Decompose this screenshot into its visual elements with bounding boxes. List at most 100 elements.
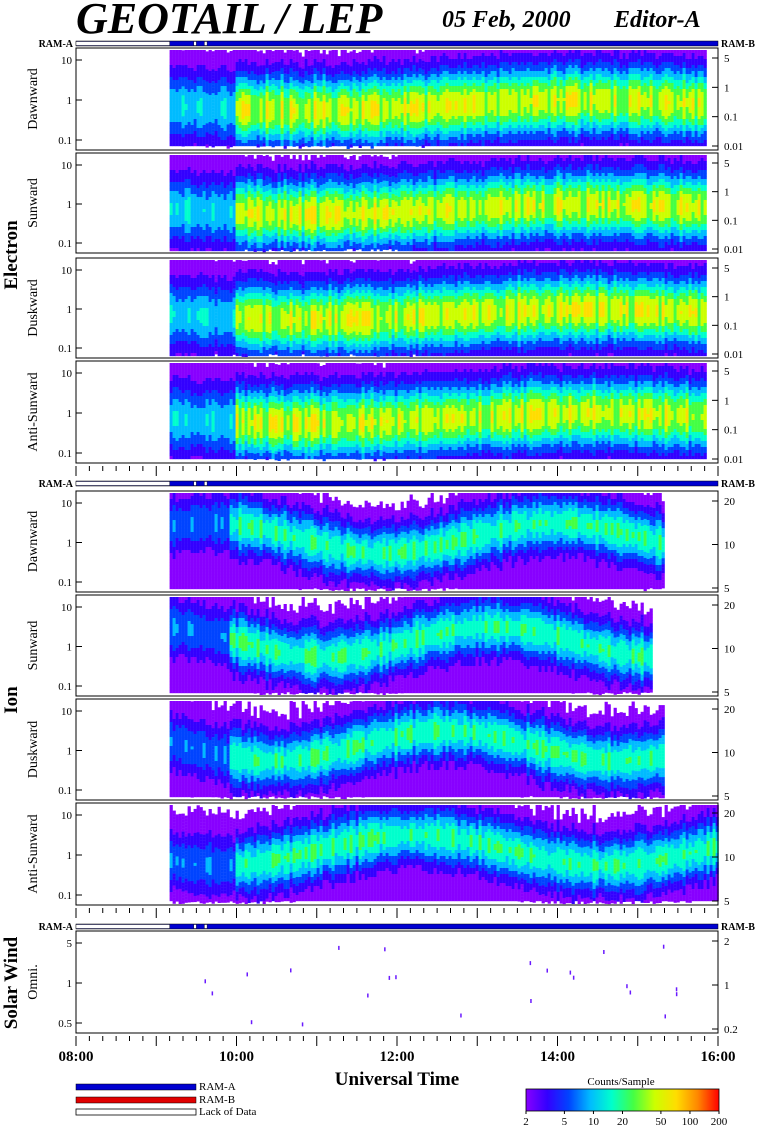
spectrogram-cell (425, 128, 428, 131)
spectrogram-cell (428, 53, 431, 56)
spectrogram-cell (503, 68, 506, 71)
spectrogram-cell (335, 107, 338, 110)
spectrogram-cell (329, 72, 332, 75)
spectrogram-cell (374, 77, 377, 80)
spectrogram-cell (401, 128, 404, 131)
spectrogram-cell (401, 125, 404, 128)
spectrogram-cell (449, 68, 452, 71)
spectrogram-cell (530, 95, 533, 98)
spectrogram-cell (380, 140, 383, 143)
spectrogram-cell (545, 119, 548, 122)
spectrogram-cell (212, 78, 215, 81)
spectrogram-cell (494, 131, 497, 134)
spectrogram-cell (284, 86, 287, 89)
spectrogram-cell (428, 137, 431, 140)
spectrogram-cell (356, 107, 359, 110)
spectrogram-cell (314, 131, 317, 134)
spectrogram-cell (545, 53, 548, 56)
spectrogram-cell (227, 95, 230, 98)
spectrogram-cell (563, 128, 566, 131)
spectrogram-cell (503, 74, 506, 77)
spectrogram-cell (365, 65, 368, 68)
spectrogram-cell (395, 119, 398, 122)
spectrogram-cell (278, 74, 281, 77)
spectrogram-cell (578, 71, 581, 74)
spectrogram-cell (236, 101, 239, 104)
spectrogram-cell (470, 89, 473, 92)
spectrogram-cell (323, 137, 326, 140)
spectrogram-cell (257, 123, 260, 126)
ram-bar-lack-segment (76, 925, 170, 929)
spectrogram-cell (275, 65, 278, 68)
spectrogram-cell (269, 125, 272, 128)
spectrogram-cell (368, 119, 371, 122)
spectrogram-cell (368, 107, 371, 110)
spectrogram-cell (278, 122, 281, 125)
spectrogram-cell (434, 53, 437, 56)
spectrogram-cell (218, 74, 221, 77)
spectrogram-cell (521, 116, 524, 119)
spectrogram-cell (323, 62, 326, 65)
spectrogram-cell (527, 86, 530, 89)
spectrogram-cell (335, 101, 338, 104)
spectrogram-cell (182, 62, 185, 65)
spectrogram-cell (344, 95, 347, 98)
spectrogram-cell (434, 68, 437, 71)
spectrogram-cell (482, 125, 485, 128)
spectrogram-cell (191, 77, 194, 80)
spectrogram-cell (224, 50, 227, 53)
spectrogram-cell (224, 134, 227, 137)
spectrogram-cell (317, 92, 320, 95)
spectrogram-cell (464, 140, 467, 143)
spectrogram-cell (377, 65, 380, 68)
spectrogram-cell (410, 113, 413, 116)
spectrogram-cell (401, 65, 404, 68)
spectrogram-cell (254, 143, 257, 146)
spectrogram-cell (245, 107, 248, 110)
spectrogram-cell (506, 86, 509, 89)
spectrogram-cell (533, 137, 536, 140)
spectrogram-cell (521, 104, 524, 107)
spectrogram-cell (263, 62, 266, 65)
spectrogram-cell (188, 56, 191, 59)
spectrogram-cell (317, 113, 320, 116)
spectrogram-cell (182, 80, 185, 83)
spectrogram-cell (584, 50, 587, 53)
spectrogram-cell (386, 89, 389, 92)
spectrogram-cell (437, 125, 440, 128)
spectrogram-cell (284, 140, 287, 143)
spectrogram-cell (233, 53, 236, 56)
spectrogram-cell (188, 131, 191, 134)
spectrogram-cell (293, 84, 296, 87)
spectrogram-cell (344, 80, 347, 83)
spectrogram-cell (377, 89, 380, 92)
spectrogram-cell (398, 134, 401, 137)
spectrogram-cell (449, 122, 452, 125)
spectrogram-cell (170, 50, 173, 53)
spectrogram-cell (347, 122, 350, 125)
spectrogram-cell (443, 140, 446, 143)
spectrogram-cell (245, 113, 248, 116)
spectrogram-cell (446, 140, 449, 143)
spectrogram-cell (248, 86, 251, 89)
spectrogram-cell (257, 111, 260, 114)
spectrogram-cell (485, 137, 488, 140)
spectrogram-cell (311, 140, 314, 143)
spectrogram-cell (329, 117, 332, 120)
spectrogram-cell (368, 83, 371, 86)
spectrogram-cell (479, 134, 482, 137)
spectrogram-cell (425, 92, 428, 95)
spectrogram-cell (386, 122, 389, 125)
spectrogram-cell (587, 68, 590, 71)
spectrogram-cell (371, 89, 374, 92)
spectrogram-cell (194, 131, 197, 134)
spectrogram-cell (254, 107, 257, 110)
spectrogram-cell (452, 62, 455, 65)
spectrogram-cell (401, 74, 404, 77)
ram-bar-lack-segment (194, 925, 197, 929)
spectrogram-cell (308, 69, 311, 72)
spectrogram-cell (203, 140, 206, 143)
spectrogram-cell (539, 56, 542, 59)
spectrogram-cell (266, 86, 269, 89)
spectrogram-cell (272, 51, 275, 54)
